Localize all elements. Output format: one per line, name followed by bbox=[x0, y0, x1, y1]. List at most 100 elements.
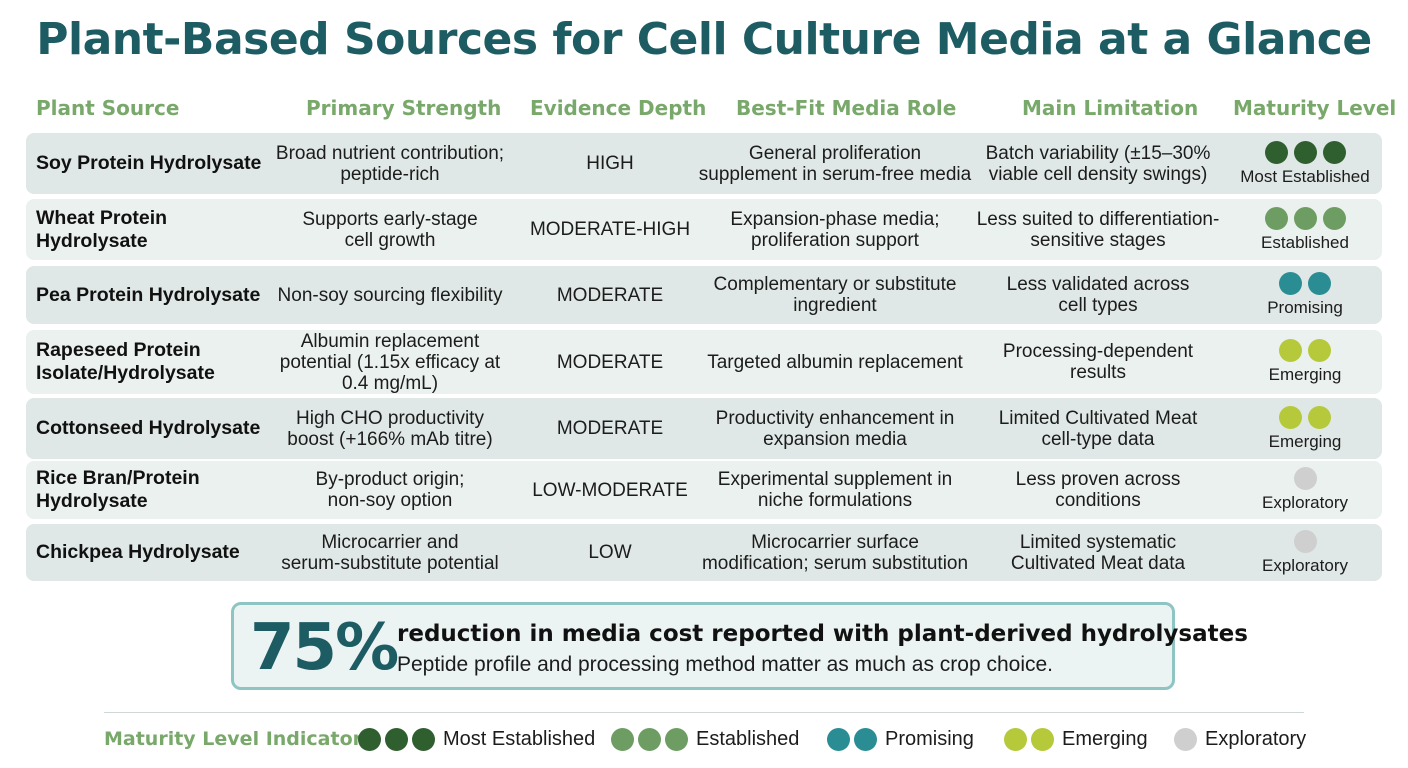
maturity-label: Exploratory bbox=[1262, 493, 1348, 512]
cell-limitation: Less proven across conditions bbox=[974, 461, 1222, 519]
maturity-dot-icon bbox=[1279, 405, 1302, 429]
cell-strength: Non-soy sourcing flexibility bbox=[266, 266, 514, 324]
cell-strength: Microcarrier and serum-substitute potenti… bbox=[266, 524, 514, 581]
cell-source: Wheat Protein Hydrolysate bbox=[36, 199, 276, 260]
cell-line: Broad nutrient contribution; bbox=[275, 142, 505, 164]
cell-evidence: MODERATE bbox=[556, 284, 664, 306]
maturity-dots bbox=[1264, 206, 1346, 230]
maturity-indicator: Exploratory bbox=[1226, 461, 1384, 519]
maturity-dots bbox=[1293, 529, 1317, 553]
maturity-indicator: Exploratory bbox=[1226, 524, 1384, 581]
cell-line: sensitive stages bbox=[1030, 229, 1166, 251]
cell-strength: Albumin replacement potential (1.15x effi… bbox=[266, 330, 514, 394]
cell-line: Processing-dependent bbox=[1002, 341, 1194, 362]
cell-line: peptide-rich bbox=[340, 163, 440, 185]
legend-dot-icon bbox=[358, 727, 381, 751]
legend-label: Emerging bbox=[1062, 727, 1148, 750]
cell-line: Wheat Protein bbox=[36, 206, 168, 229]
cell-source: Pea Protein Hydrolysate bbox=[36, 266, 276, 324]
legend-dot-icon bbox=[412, 727, 435, 751]
cell-line: viable cell density swings) bbox=[988, 163, 1208, 185]
maturity-dot-icon bbox=[1279, 272, 1302, 295]
cell-line: Less suited to differentiation- bbox=[976, 208, 1220, 230]
table-row: Soy Protein Hydrolysate Broad nutrient co… bbox=[26, 133, 1382, 194]
maturity-dots bbox=[1264, 140, 1346, 164]
legend-dot-icon bbox=[611, 727, 634, 751]
cell-line: niche formulations bbox=[757, 490, 913, 511]
table-header: Plant Source Primary Strength Evidence D… bbox=[0, 96, 1408, 124]
table-row: Rapeseed Protein Isolate/Hydrolysate Album… bbox=[26, 330, 1382, 394]
cell-line: Productivity enhancement in bbox=[715, 407, 955, 429]
maturity-indicator: Most Established bbox=[1226, 133, 1384, 194]
cell-line: Hydrolysate bbox=[36, 229, 148, 252]
cell-role: Productivity enhancement in expansion med… bbox=[690, 398, 980, 459]
cell-strength: High CHO productivity boost (+166% mAb ti… bbox=[266, 398, 514, 459]
cell-line: Rice Bran/Protein bbox=[36, 467, 200, 489]
cell-line: supplement in serum-free media bbox=[698, 163, 972, 185]
maturity-label: Exploratory bbox=[1262, 555, 1348, 575]
cell-role: Complementary or substitute ingredient bbox=[690, 266, 980, 324]
cell-line: results bbox=[1070, 362, 1126, 383]
cell-line: Microcarrier surface bbox=[751, 531, 919, 553]
cell-line: conditions bbox=[1055, 490, 1141, 511]
callout-headline: reduction in media cost reported with pl… bbox=[397, 621, 1248, 647]
legend-label: Exploratory bbox=[1205, 727, 1307, 750]
cell-line: Less proven across bbox=[1015, 469, 1181, 490]
table-row: Chickpea Hydrolysate Microcarrier and seru… bbox=[26, 524, 1382, 581]
legend-dot-icon bbox=[638, 727, 661, 751]
cell-line: Targeted albumin replacement bbox=[707, 351, 963, 373]
column-header-strength: Primary Strength bbox=[306, 96, 502, 120]
cell-line: Experimental supplement in bbox=[717, 469, 953, 490]
cell-line: Complementary or substitute bbox=[713, 274, 957, 295]
column-header-evidence: Evidence Depth bbox=[530, 96, 707, 120]
cell-role: Expansion-phase media; proliferation supp… bbox=[690, 199, 980, 260]
cell-line: cell types bbox=[1058, 295, 1138, 316]
legend-label: Established bbox=[696, 727, 800, 750]
maturity-dot-icon bbox=[1293, 529, 1317, 553]
legend-divider bbox=[104, 712, 1304, 713]
cell-line: potential (1.15x efficacy at bbox=[279, 351, 501, 373]
cell-line: cell-type data bbox=[1041, 428, 1155, 450]
maturity-dot-icon bbox=[1279, 339, 1302, 362]
maturity-dots bbox=[1293, 467, 1317, 490]
maturity-dots bbox=[1279, 339, 1331, 362]
cell-strength: Broad nutrient contribution; peptide-rich bbox=[266, 133, 514, 194]
cell-line: cell growth bbox=[344, 229, 436, 251]
legend-dots bbox=[358, 727, 435, 751]
cell-limitation: Less suited to differentiation-sensitive… bbox=[974, 199, 1222, 260]
cell-line: High CHO productivity bbox=[296, 407, 484, 429]
cell-line: serum-substitute potential bbox=[281, 552, 499, 574]
cell-line: Pea Protein Hydrolysate bbox=[36, 283, 261, 306]
maturity-dot-icon bbox=[1264, 140, 1288, 164]
legend-dot-icon bbox=[1004, 727, 1027, 751]
maturity-label: Promising bbox=[1267, 298, 1343, 317]
callout-stat: 75% bbox=[250, 611, 399, 685]
maturity-dots bbox=[1279, 405, 1331, 429]
cell-line: Expansion-phase media; bbox=[730, 208, 940, 230]
legend-dot-icon bbox=[665, 727, 688, 751]
maturity-dot-icon bbox=[1322, 206, 1346, 230]
column-header-role: Best-Fit Media Role bbox=[736, 96, 957, 120]
legend-item: Established bbox=[611, 726, 799, 752]
cell-evidence: MODERATE-HIGH bbox=[529, 219, 691, 240]
maturity-dot-icon bbox=[1308, 272, 1331, 295]
page-title: Plant-Based Sources for Cell Culture Med… bbox=[36, 14, 1372, 65]
maturity-dot-icon bbox=[1293, 140, 1317, 164]
cell-source: Rice Bran/Protein Hydrolysate bbox=[36, 461, 276, 519]
maturity-indicator: Emerging bbox=[1226, 330, 1384, 394]
cell-limitation: Limited Cultivated Meat cell-type data bbox=[974, 398, 1222, 459]
legend-dots bbox=[611, 727, 688, 751]
maturity-dot-icon bbox=[1264, 206, 1288, 230]
legend-dots bbox=[827, 727, 877, 751]
cell-strength: Supports early-stage cell growth bbox=[266, 199, 514, 260]
column-header-source: Plant Source bbox=[36, 96, 180, 120]
cell-line: ingredient bbox=[793, 295, 877, 316]
maturity-dots bbox=[1279, 272, 1331, 295]
cell-limitation: Batch variability (±15–30% viable cell de… bbox=[974, 133, 1222, 194]
maturity-dot-icon bbox=[1293, 467, 1317, 490]
legend-dots bbox=[1004, 727, 1054, 751]
callout-subtext: Peptide profile and processing method ma… bbox=[397, 653, 1054, 676]
maturity-label: Emerging bbox=[1268, 365, 1342, 384]
legend-dots bbox=[1174, 727, 1197, 751]
legend-dot-icon bbox=[827, 727, 850, 751]
